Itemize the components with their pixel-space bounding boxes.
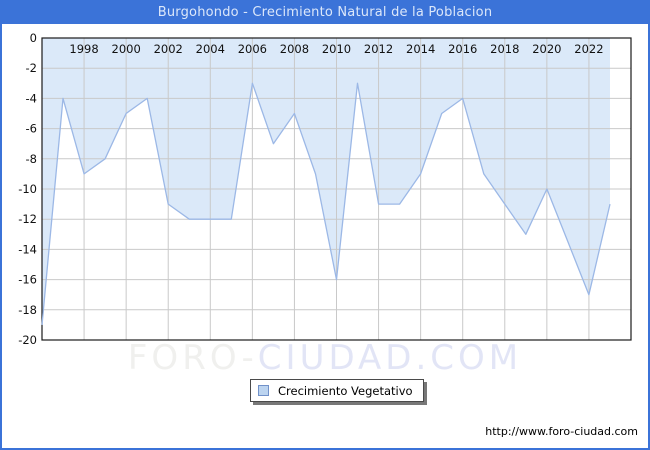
y-tick-label: 0 [30,31,37,45]
x-tick-label: 2002 [154,42,183,56]
x-tick-label: 1998 [69,42,98,56]
plot-border [41,37,632,341]
y-tick-label: -8 [26,152,37,166]
y-tick-label: -4 [26,91,37,105]
y-tick-label: -10 [18,182,37,196]
chart-data-line [41,82,611,325]
x-tick-label: 2010 [322,42,351,56]
y-tick-label: -16 [18,273,37,287]
y-tick-label: -18 [18,303,37,317]
legend-box: Crecimiento Vegetativo [250,379,424,402]
y-tick-label: -12 [18,212,37,226]
chart-title: Burgohondo - Crecimiento Natural de la P… [157,5,493,20]
legend-area-swatch-icon [258,385,269,396]
y-tick-label: -14 [18,242,37,256]
x-tick-label: 2016 [448,42,477,56]
x-tick-label: 2006 [238,42,267,56]
x-tick-label: 2004 [196,42,225,56]
y-tick-label: -2 [26,61,37,75]
chart-title-bar: Burgohondo - Crecimiento Natural de la P… [2,2,648,24]
chart-area-fill [42,38,610,325]
source-url: http://www.foro-ciudad.com [485,425,638,438]
x-tick-label: 2000 [112,42,141,56]
x-tick-label: 2008 [280,42,309,56]
y-tick-label: -20 [18,333,37,347]
x-tick-label: 2014 [406,42,435,56]
y-tick-label: -6 [26,122,37,136]
x-tick-label: 2022 [574,42,603,56]
x-tick-label: 2012 [364,42,393,56]
legend-label: Crecimiento Vegetativo [278,383,413,398]
x-tick-label: 2020 [532,42,561,56]
x-tick-label: 2018 [490,42,519,56]
